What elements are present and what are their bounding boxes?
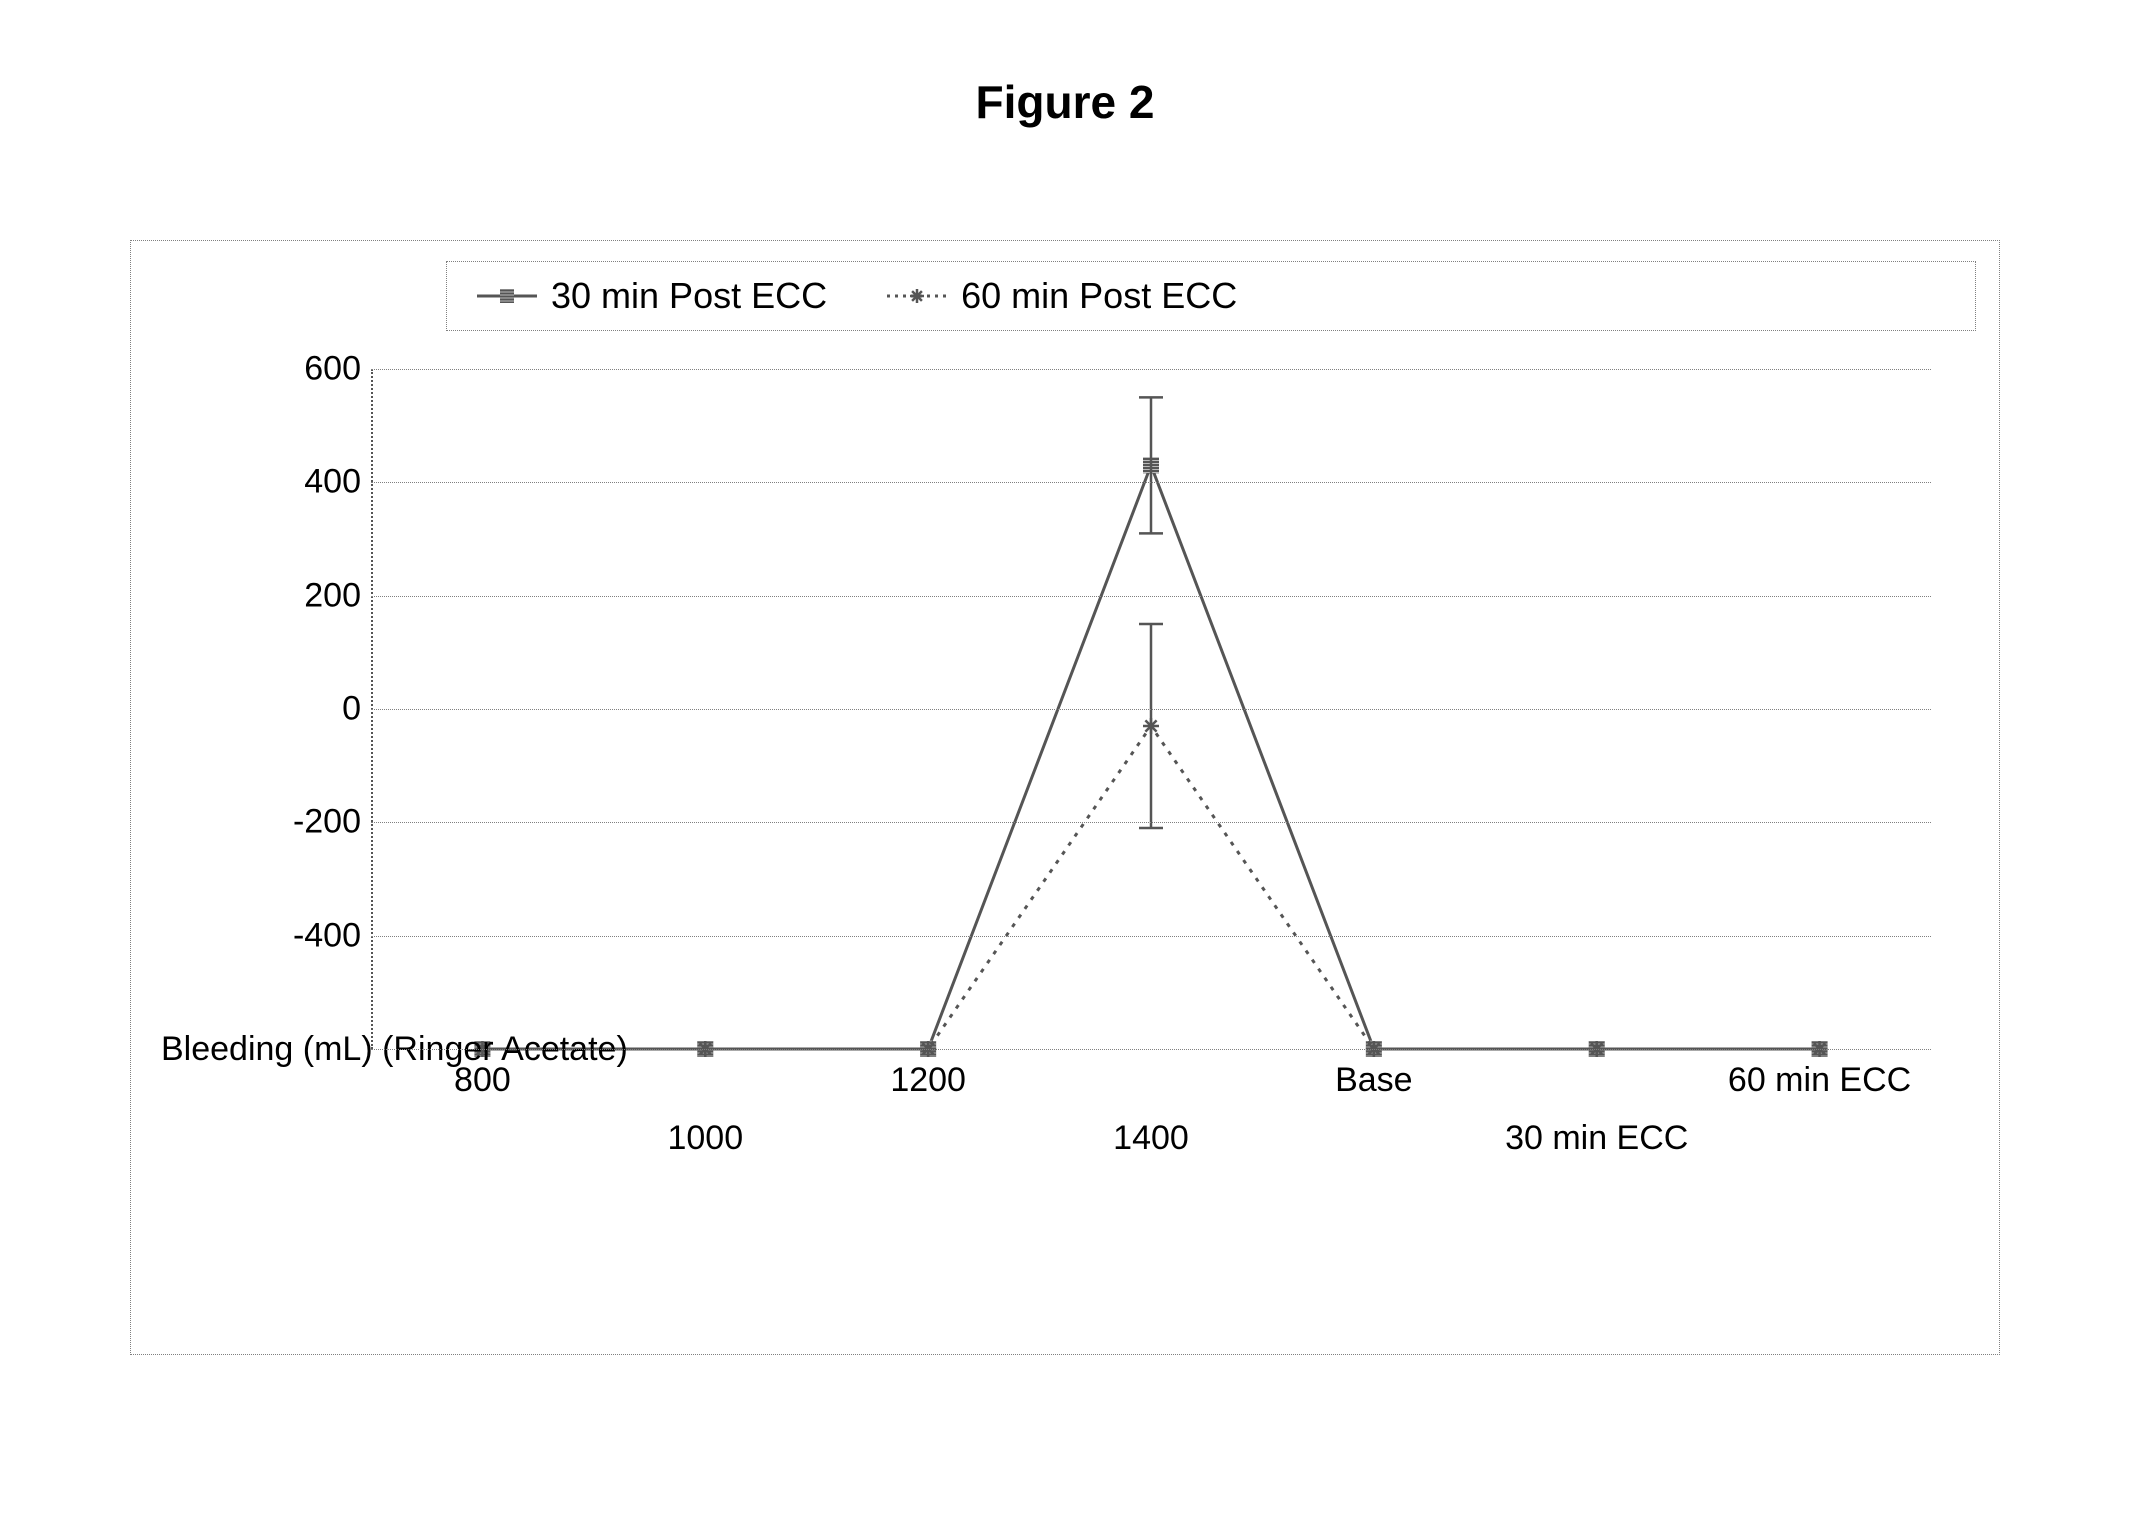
chart-outer-box: 30 min Post ECC 60 min Post ECC Bleeding… bbox=[130, 240, 2000, 1355]
xtick-label: 1200 bbox=[890, 1061, 966, 1100]
stage: Figure 2 30 min Post ECC 60 min Post ECC… bbox=[0, 0, 2130, 1518]
gridline-y bbox=[371, 709, 1931, 710]
gridline-y bbox=[371, 482, 1931, 483]
legend-item-1: 60 min Post ECC bbox=[887, 275, 1237, 317]
legend-item-0: 30 min Post ECC bbox=[477, 275, 827, 317]
gridline-y bbox=[371, 596, 1931, 597]
plot-area: Bleeding (mL) (Ringer Acetate) 600400200… bbox=[371, 369, 1931, 1049]
legend-label-0: 30 min Post ECC bbox=[551, 275, 827, 317]
legend-swatch-1 bbox=[887, 286, 947, 306]
figure-title: Figure 2 bbox=[0, 75, 2130, 129]
ytick-label: 400 bbox=[304, 463, 371, 502]
xtick-label: 60 min ECC bbox=[1728, 1061, 1911, 1100]
x-axis-line bbox=[371, 1049, 1931, 1050]
ytick-label: -200 bbox=[293, 803, 371, 842]
legend-label-1: 60 min Post ECC bbox=[961, 275, 1237, 317]
xtick-label: 800 bbox=[454, 1061, 511, 1100]
xtick-label: 1000 bbox=[667, 1119, 743, 1158]
gridline-y bbox=[371, 822, 1931, 823]
ytick-label: 200 bbox=[304, 576, 371, 615]
gridline-y bbox=[371, 369, 1931, 370]
ytick-label: 600 bbox=[304, 350, 371, 389]
ytick-label: -400 bbox=[293, 916, 371, 955]
xtick-label: Base bbox=[1335, 1061, 1413, 1100]
xtick-label: 30 min ECC bbox=[1505, 1119, 1688, 1158]
xtick-label: 1400 bbox=[1113, 1119, 1189, 1158]
ytick-label: 0 bbox=[342, 690, 371, 729]
legend-box: 30 min Post ECC 60 min Post ECC bbox=[446, 261, 1976, 331]
gridline-y bbox=[371, 936, 1931, 937]
legend-swatch-0 bbox=[477, 286, 537, 306]
